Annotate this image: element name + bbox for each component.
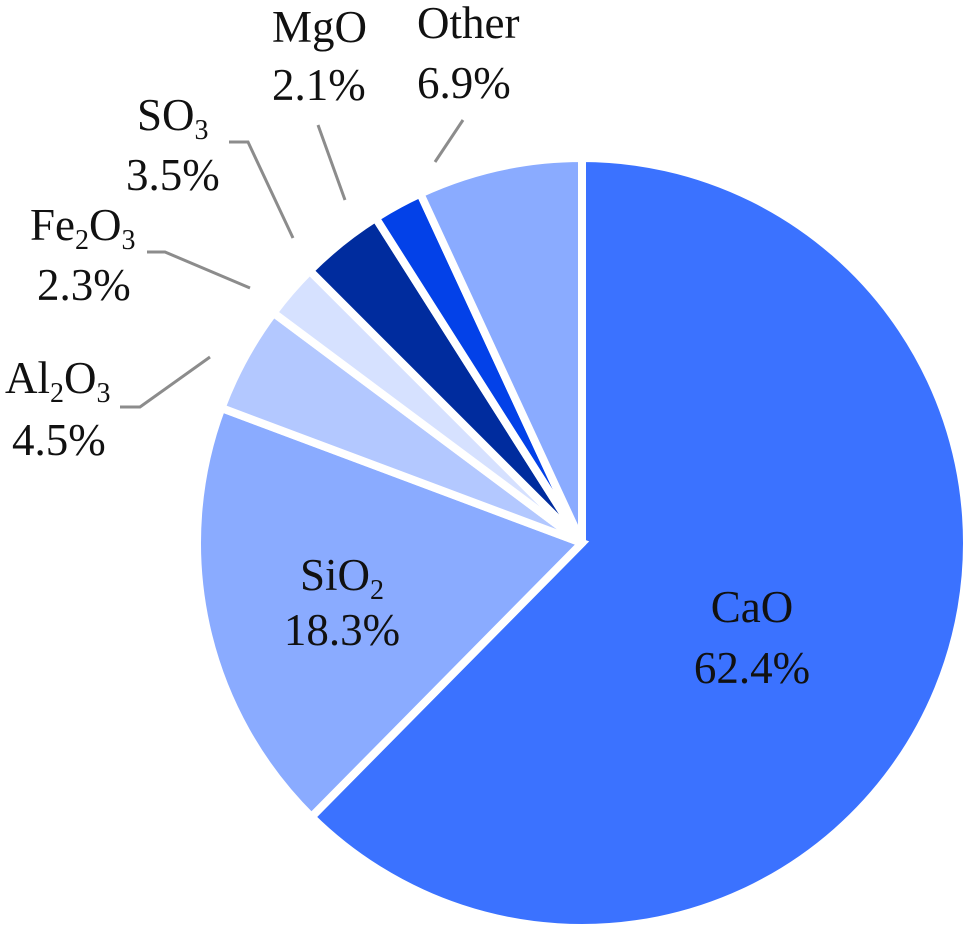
leader-line-so3 — [229, 140, 295, 239]
pie-slices — [193, 153, 968, 931]
label-sio2-value: 18.3% — [284, 605, 400, 655]
leader-line-other — [433, 119, 465, 163]
label-so3: SO3 3.5% — [126, 90, 220, 200]
label-other-name: Other — [417, 0, 519, 48]
label-fe2o3-value: 2.3% — [37, 260, 131, 310]
pie-slice-other — [414, 153, 586, 545]
label-sio2-name: SiO2 — [300, 550, 384, 606]
label-fe2o3: Fe2O3 2.3% — [30, 200, 136, 310]
label-cao-name: CaO — [711, 582, 794, 632]
label-cao: CaO 62.4% — [694, 582, 810, 693]
pie-slice-cao — [305, 153, 968, 931]
leader-line-mgo — [316, 124, 347, 201]
label-al2o3-value: 4.5% — [12, 415, 106, 465]
label-other-value: 6.9% — [417, 58, 511, 108]
label-so3-value: 3.5% — [126, 150, 220, 200]
label-mgo: MgO 2.1% — [272, 2, 367, 110]
label-fe2o3-name: Fe2O3 — [30, 200, 136, 256]
label-al2o3: Al2O3 4.5% — [5, 353, 111, 465]
leader-line-al2o3 — [120, 355, 211, 409]
label-so3-name: SO3 — [137, 90, 209, 146]
label-sio2: SiO2 18.3% — [284, 550, 400, 655]
label-other: Other 6.9% — [417, 0, 519, 108]
leader-line-fe2o3 — [147, 250, 251, 290]
label-al2o3-name: Al2O3 — [5, 353, 111, 409]
label-mgo-name: MgO — [272, 2, 367, 52]
leader-lines — [120, 119, 465, 409]
label-cao-value: 62.4% — [694, 643, 810, 693]
label-mgo-value: 2.1% — [272, 60, 366, 110]
